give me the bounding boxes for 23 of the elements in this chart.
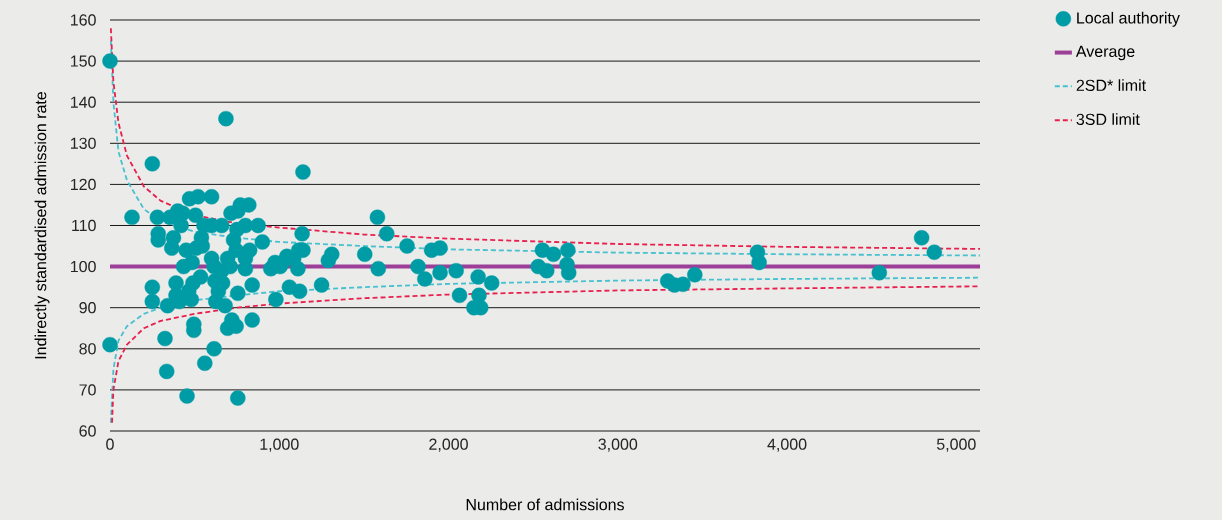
x-tick-label: 4,000 <box>767 438 807 452</box>
x-axis-title: Number of admissions <box>466 498 624 511</box>
y-tick-label: 110 <box>72 219 96 232</box>
y-tick-label: 130 <box>71 137 96 149</box>
y-tick-label: 150 <box>71 55 96 67</box>
y-tick-label: 120 <box>71 178 96 191</box>
x-tick-label: 2,000 <box>429 438 468 452</box>
legend-label: Average <box>1075 45 1135 61</box>
x-tick-label: 0 <box>106 438 114 450</box>
legend-label: 2SD* limit <box>1076 79 1146 92</box>
x-tick-label: 5,000 <box>936 438 976 452</box>
x-tick-label: 3,000 <box>598 438 638 452</box>
x-tick-label: 1,000 <box>260 438 299 452</box>
y-tick-label: 90 <box>79 302 96 314</box>
y-tick-label: 140 <box>71 96 96 108</box>
y-tick-label: 60 <box>79 425 96 437</box>
y-tick-label: 160 <box>71 14 96 26</box>
y-tick-label: 80 <box>79 343 96 355</box>
legend-label: Local authority <box>1077 11 1180 27</box>
y-tick-label: 70 <box>79 384 96 396</box>
y-axis-title: Indirectly standardised admission rate <box>34 91 50 359</box>
legend-label: 3SD limit <box>1076 113 1140 126</box>
y-tick-label: 100 <box>71 260 96 273</box>
